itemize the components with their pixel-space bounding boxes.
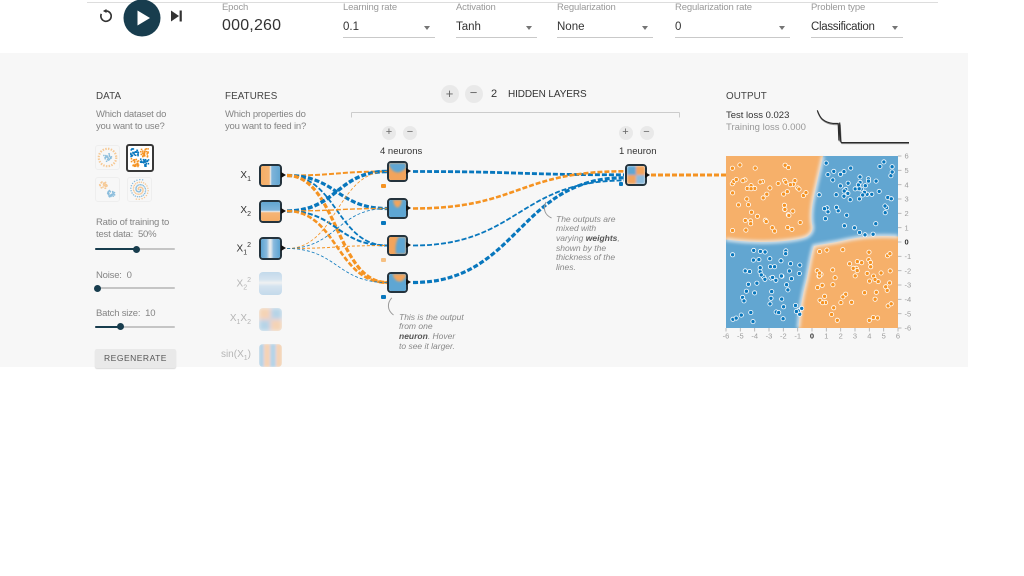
svg-text:-3: -3 (766, 332, 773, 341)
svg-text:0: 0 (905, 238, 909, 247)
svg-text:-4: -4 (751, 332, 758, 341)
svg-text:-3: -3 (905, 281, 912, 290)
svg-text:-1: -1 (905, 252, 912, 261)
svg-text:4: 4 (867, 332, 871, 341)
svg-text:-5: -5 (737, 332, 744, 341)
svg-text:2: 2 (839, 332, 843, 341)
svg-text:5: 5 (882, 332, 886, 341)
svg-text:-4: -4 (905, 295, 912, 304)
svg-text:-2: -2 (905, 266, 912, 275)
svg-text:-2: -2 (780, 332, 787, 341)
svg-text:-6: -6 (905, 324, 912, 333)
svg-text:1: 1 (824, 332, 828, 341)
svg-text:1: 1 (905, 223, 909, 232)
svg-text:2: 2 (905, 209, 909, 218)
svg-text:3: 3 (905, 195, 909, 204)
svg-text:-1: -1 (794, 332, 801, 341)
svg-text:-6: -6 (723, 332, 730, 341)
svg-text:4: 4 (905, 180, 909, 189)
svg-text:6: 6 (905, 152, 909, 161)
svg-text:6: 6 (896, 332, 900, 341)
svg-text:0: 0 (810, 332, 814, 341)
svg-text:-5: -5 (905, 309, 912, 318)
svg-text:3: 3 (853, 332, 857, 341)
svg-text:5: 5 (905, 166, 909, 175)
